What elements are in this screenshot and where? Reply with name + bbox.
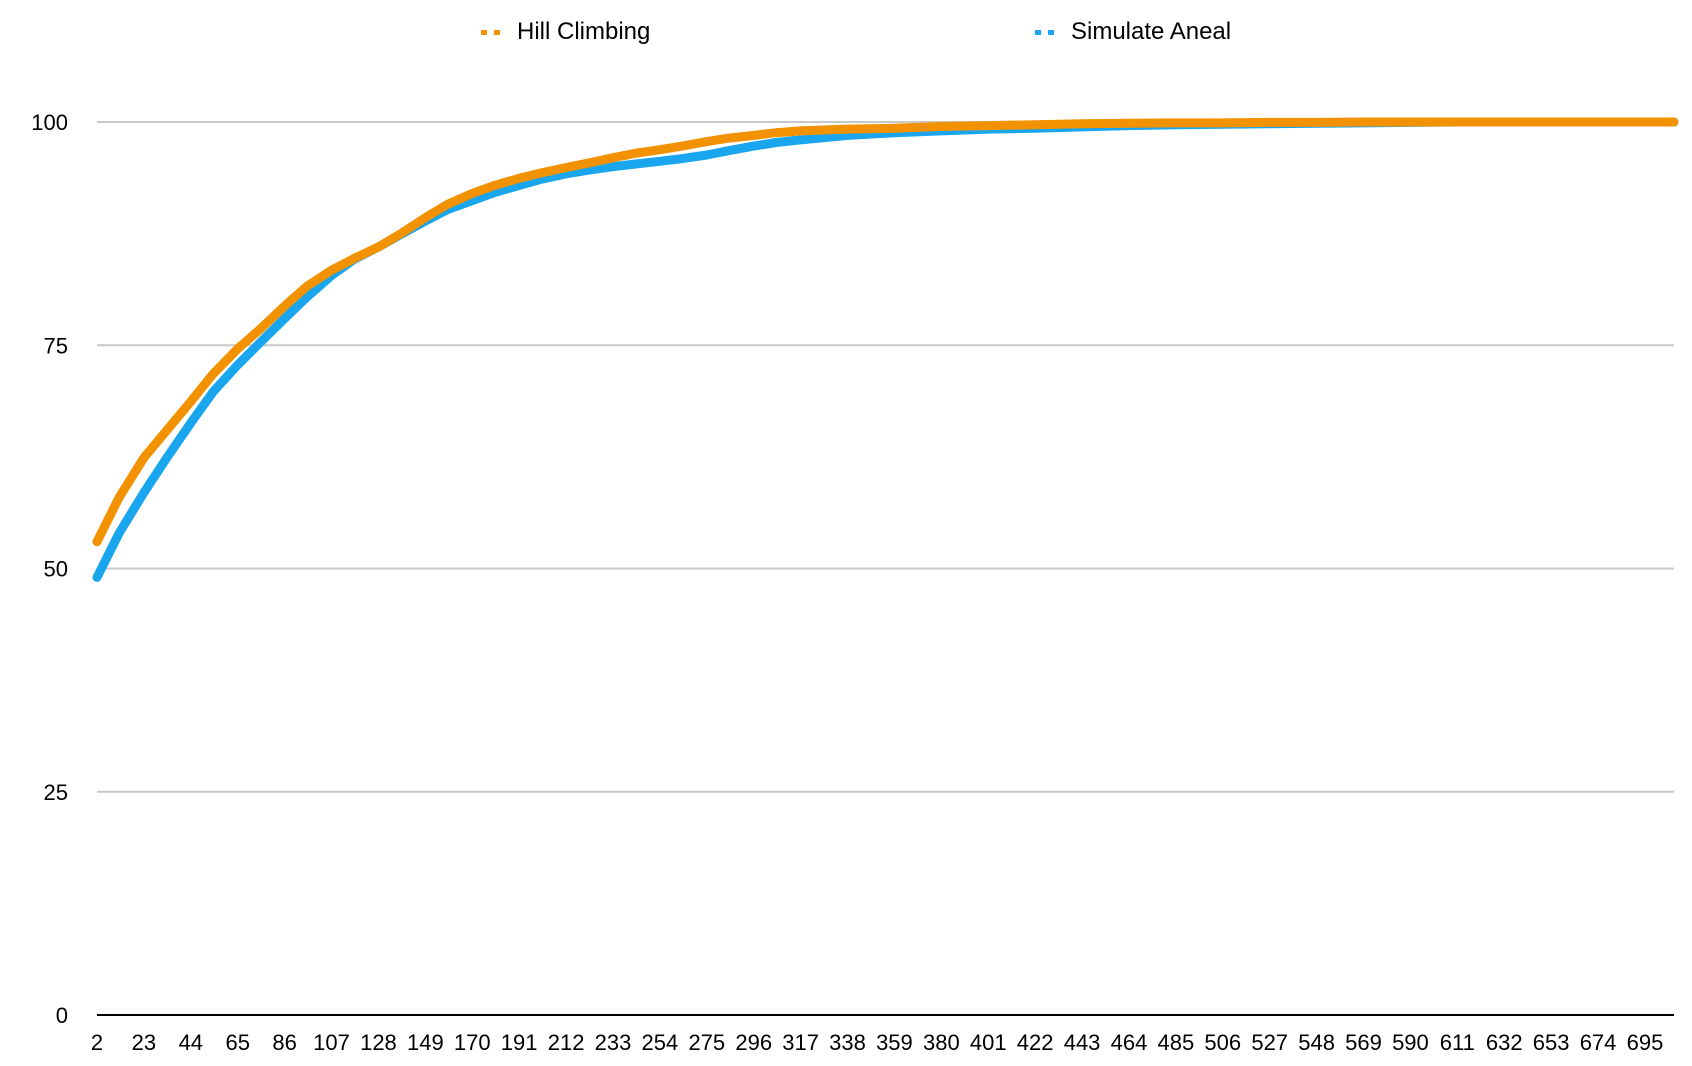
y-tick-label: 50 (44, 557, 68, 582)
x-tick-label: 338 (829, 1030, 866, 1055)
y-axis-ticks: 0 25 50 75 100 (31, 110, 68, 1028)
x-tick-label: 128 (360, 1030, 397, 1055)
x-tick-label: 443 (1064, 1030, 1101, 1055)
x-tick-label: 506 (1204, 1030, 1241, 1055)
x-tick-label: 65 (225, 1030, 249, 1055)
x-tick-label: 254 (642, 1030, 679, 1055)
x-tick-label: 212 (548, 1030, 585, 1055)
series-lines (92, 117, 1679, 582)
x-tick-label: 296 (735, 1030, 772, 1055)
y-tick-label: 75 (44, 333, 68, 358)
x-tick-label: 86 (272, 1030, 296, 1055)
x-tick-label: 170 (454, 1030, 491, 1055)
x-tick-label: 548 (1298, 1030, 1335, 1055)
x-tick-label: 422 (1017, 1030, 1054, 1055)
x-tick-label: 149 (407, 1030, 444, 1055)
x-tick-label: 674 (1580, 1030, 1617, 1055)
x-tick-label: 590 (1392, 1030, 1429, 1055)
hill-climbing-legend-marker (481, 29, 500, 35)
legend-item-hill-climbing: Hill Climbing (481, 18, 650, 46)
x-axis-ticks: 2 23 44 65 86 107 128 149 170 191 212 233 254 275 296 3… (91, 1030, 1663, 1055)
x-tick-label: 275 (688, 1030, 725, 1055)
x-tick-label: 23 (132, 1030, 156, 1055)
x-tick-label: 317 (782, 1030, 819, 1055)
x-tick-label: 2 (91, 1030, 103, 1055)
x-tick-label: 653 (1533, 1030, 1570, 1055)
series-line-simulate-aneal (92, 117, 1679, 582)
x-tick-label: 527 (1251, 1030, 1288, 1055)
x-tick-label: 359 (876, 1030, 913, 1055)
x-tick-label: 107 (313, 1030, 350, 1055)
y-tick-label: 0 (56, 1003, 68, 1028)
legend-label-hill-climbing: Hill Climbing (517, 18, 651, 45)
y-tick-label: 25 (44, 780, 68, 805)
x-tick-label: 569 (1345, 1030, 1382, 1055)
legend-label-simulate-aneal: Simulate Aneal (1071, 18, 1232, 45)
x-tick-label: 632 (1486, 1030, 1523, 1055)
x-tick-label: 191 (501, 1030, 538, 1055)
legend-item-simulate-aneal: Simulate Aneal (1035, 18, 1231, 46)
x-tick-label: 233 (595, 1030, 632, 1055)
simulate-aneal-legend-marker (1035, 29, 1054, 35)
x-tick-label: 611 (1440, 1030, 1475, 1055)
x-tick-label: 44 (179, 1030, 203, 1055)
gridlines (97, 121, 1674, 793)
y-tick-label: 100 (31, 110, 68, 135)
x-tick-label: 485 (1158, 1030, 1195, 1055)
x-tick-label: 401 (970, 1030, 1007, 1055)
x-tick-label: 380 (923, 1030, 960, 1055)
series-line-hill-climbing (92, 117, 1679, 547)
x-tick-label: 695 (1627, 1030, 1664, 1055)
x-tick-label: 464 (1111, 1030, 1148, 1055)
